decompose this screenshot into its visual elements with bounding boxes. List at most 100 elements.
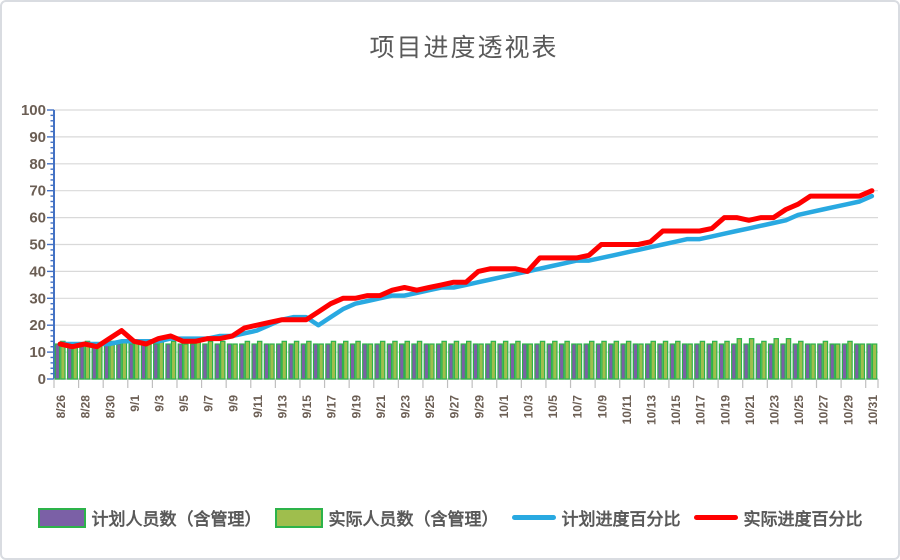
bar[interactable] <box>66 343 73 380</box>
bar[interactable] <box>165 343 171 380</box>
bar[interactable] <box>767 343 774 380</box>
bar[interactable] <box>202 343 208 380</box>
bar[interactable] <box>72 343 78 380</box>
bar[interactable] <box>552 340 558 380</box>
legend-item-1[interactable]: 实际人员数（含管理） <box>274 505 499 530</box>
bar[interactable] <box>54 343 61 380</box>
bar[interactable] <box>325 343 331 380</box>
bar[interactable] <box>657 343 663 380</box>
bar[interactable] <box>399 343 405 380</box>
bar[interactable] <box>435 343 442 380</box>
bar[interactable] <box>711 340 718 380</box>
bar[interactable] <box>669 343 676 380</box>
bar[interactable] <box>355 340 361 380</box>
bar[interactable] <box>613 340 620 380</box>
bar[interactable] <box>121 340 128 380</box>
bar[interactable] <box>804 343 811 380</box>
bar[interactable] <box>773 338 779 380</box>
bar[interactable] <box>220 340 226 380</box>
bar[interactable] <box>460 343 467 380</box>
bar[interactable] <box>644 343 651 380</box>
bar[interactable] <box>84 340 91 380</box>
bar[interactable] <box>374 343 380 380</box>
bar[interactable] <box>810 343 816 380</box>
bar[interactable] <box>392 340 398 380</box>
bar[interactable] <box>79 343 85 380</box>
series-planned-pct-line[interactable] <box>57 193 875 347</box>
bar[interactable] <box>509 343 516 380</box>
bar[interactable] <box>638 343 644 380</box>
bar[interactable] <box>502 340 509 380</box>
bar[interactable] <box>244 340 251 380</box>
bar[interactable] <box>60 340 66 380</box>
bar[interactable] <box>97 343 103 380</box>
bar[interactable] <box>608 343 614 380</box>
bar[interactable] <box>133 340 140 380</box>
bar[interactable] <box>466 340 472 380</box>
legend-item-2[interactable]: 计划进度百分比 <box>511 505 681 530</box>
bar[interactable] <box>153 343 159 380</box>
bar[interactable] <box>687 343 693 380</box>
bar[interactable] <box>256 340 263 380</box>
bar[interactable] <box>170 340 177 380</box>
bar[interactable] <box>367 343 374 380</box>
bar[interactable] <box>404 340 411 380</box>
bar[interactable] <box>251 343 257 380</box>
bar[interactable] <box>109 340 115 380</box>
bar[interactable] <box>871 343 878 380</box>
bar[interactable] <box>780 343 786 380</box>
bar[interactable] <box>625 340 632 380</box>
bar[interactable] <box>214 343 221 380</box>
bar[interactable] <box>490 340 497 380</box>
bar[interactable] <box>263 343 270 380</box>
bar[interactable] <box>694 343 700 380</box>
legend-item-0[interactable]: 计划人员数（含管理） <box>37 505 262 530</box>
bar[interactable] <box>718 343 725 380</box>
bar[interactable] <box>515 340 521 380</box>
bar[interactable] <box>91 343 98 380</box>
bar[interactable] <box>650 340 656 380</box>
bar[interactable] <box>785 338 792 380</box>
bar[interactable] <box>699 340 706 380</box>
bar[interactable] <box>620 343 626 380</box>
bar[interactable] <box>293 340 300 380</box>
bar[interactable] <box>318 343 324 380</box>
bar[interactable] <box>748 338 755 380</box>
bar[interactable] <box>859 343 866 380</box>
bar[interactable] <box>239 343 245 380</box>
bar[interactable] <box>755 343 762 380</box>
bar[interactable] <box>706 343 712 380</box>
bar[interactable] <box>829 343 835 380</box>
bar[interactable] <box>571 343 577 380</box>
bar[interactable] <box>595 343 602 380</box>
bar[interactable] <box>343 340 349 380</box>
bar[interactable] <box>847 340 853 380</box>
bar[interactable] <box>337 343 344 380</box>
bar[interactable] <box>379 340 386 380</box>
bar[interactable] <box>411 343 417 380</box>
bar[interactable] <box>583 343 589 380</box>
legend-item-3[interactable]: 实际进度百分比 <box>693 505 863 530</box>
bar[interactable] <box>128 343 134 380</box>
bar[interactable] <box>362 343 368 380</box>
bar[interactable] <box>841 343 848 380</box>
bar[interactable] <box>632 343 639 380</box>
bar[interactable] <box>497 343 503 380</box>
series-planned-staff-bars[interactable] <box>54 343 872 380</box>
bar[interactable] <box>349 343 356 380</box>
bar[interactable] <box>798 340 804 380</box>
bar[interactable] <box>564 340 570 380</box>
bar[interactable] <box>416 340 423 380</box>
bar[interactable] <box>232 343 238 380</box>
bar[interactable] <box>189 343 196 380</box>
bar[interactable] <box>817 343 823 380</box>
bar[interactable] <box>521 343 528 380</box>
bar[interactable] <box>472 343 479 380</box>
bar[interactable] <box>288 343 294 380</box>
bar[interactable] <box>662 340 669 380</box>
bar[interactable] <box>539 340 546 380</box>
bar[interactable] <box>146 343 152 380</box>
bar[interactable] <box>822 340 829 380</box>
series-actual-pct-line[interactable] <box>57 188 875 350</box>
bar[interactable] <box>743 343 749 380</box>
